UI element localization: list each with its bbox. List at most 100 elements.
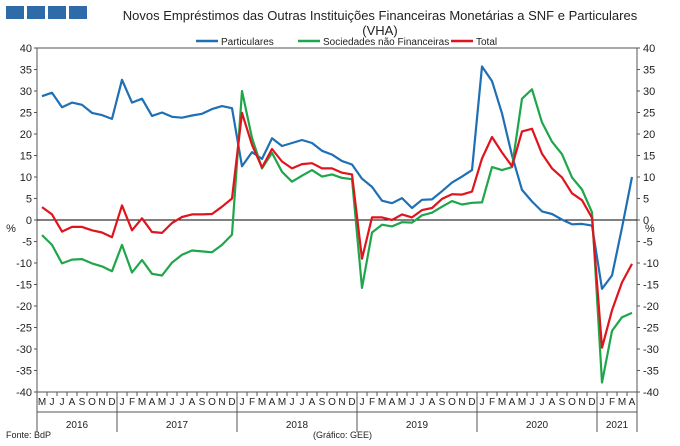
x-tick-label-month: J (170, 397, 175, 408)
y-tick-label-left: -25 (16, 323, 32, 335)
x-tick-label-month: S (199, 397, 206, 408)
x-tick-label-month: A (509, 397, 516, 408)
x-tick-label-month: M (618, 397, 626, 408)
x-tick-label-year: 2016 (66, 420, 89, 431)
x-tick-label-month: D (108, 397, 115, 408)
x-tick-label-month: A (389, 397, 396, 408)
x-tick-label-month: N (578, 397, 585, 408)
x-tick-label-month: M (158, 397, 166, 408)
x-tick-label-month: S (439, 397, 446, 408)
x-tick-label-month: A (309, 397, 316, 408)
x-tick-label-month: M (498, 397, 506, 408)
y-tick-label-left: -40 (16, 387, 32, 399)
series-line-1 (41, 65, 634, 290)
y-tick-label-right: -5 (643, 237, 653, 249)
x-tick-label-month: S (79, 397, 86, 408)
x-tick-label-month: J (180, 397, 185, 408)
x-tick-label-month: M (258, 397, 266, 408)
y-tick-label-right: 35 (643, 65, 655, 77)
x-tick-label-month: O (328, 397, 336, 408)
x-tick-label-month: J (540, 397, 545, 408)
y-tick-label-right: -30 (643, 344, 659, 356)
y-tick-label-left: -30 (16, 344, 32, 356)
bank-of-portugal-logo-icon (6, 6, 87, 19)
logo-block-2 (27, 6, 45, 19)
x-tick-label-month: F (609, 397, 615, 408)
series-line-3 (41, 111, 633, 349)
x-tick-label-month: D (348, 397, 355, 408)
x-tick-label-month: S (319, 397, 326, 408)
x-tick-label-month: D (228, 397, 235, 408)
x-tick-label-month: F (489, 397, 495, 408)
series-line-2 (41, 88, 633, 384)
y-tick-label-left: 5 (26, 194, 32, 206)
x-tick-label-month: J (410, 397, 415, 408)
x-tick-label-month: M (378, 397, 386, 408)
y-tick-label-left: 20 (20, 129, 32, 141)
y-tick-label-left: 25 (20, 108, 32, 120)
y-tick-label-right: -35 (643, 366, 659, 378)
x-tick-label-month: M (518, 397, 526, 408)
x-tick-label-year: 2019 (406, 420, 429, 431)
y-tick-label-left: -5 (22, 237, 32, 249)
y-tick-label-left: 35 (20, 65, 32, 77)
y-tick-label-right: -20 (643, 301, 659, 313)
x-tick-label-month: D (468, 397, 475, 408)
x-tick-label-month: J (530, 397, 535, 408)
x-tick-label-month: J (600, 397, 605, 408)
x-tick-label-year: 2021 (606, 420, 629, 431)
x-tick-label-month: O (448, 397, 456, 408)
x-tick-label-month: N (218, 397, 225, 408)
x-tick-label-month: A (549, 397, 556, 408)
logo-block-4 (69, 6, 87, 19)
x-tick-label-month: F (129, 397, 135, 408)
x-tick-label-month: J (300, 397, 305, 408)
x-tick-label-month: N (338, 397, 345, 408)
y-tick-label-right: 15 (643, 151, 655, 163)
y-tick-label-right: -25 (643, 323, 659, 335)
x-tick-label-month: J (240, 397, 245, 408)
x-tick-label-year: 2020 (526, 420, 549, 431)
chart-title-line1: Novos Empréstimos das Outras Instituiçõe… (122, 8, 638, 23)
y-tick-label-left: -35 (16, 366, 32, 378)
chart-title-line2: (VHA) (362, 23, 398, 38)
x-tick-label-month: M (38, 397, 46, 408)
x-tick-label-month: F (369, 397, 375, 408)
logo-block-3 (48, 6, 66, 19)
y-tick-label-right: 25 (643, 108, 655, 120)
x-tick-label-month: J (480, 397, 485, 408)
x-tick-label-month: J (50, 397, 55, 408)
x-tick-label-month: A (269, 397, 276, 408)
x-tick-label-month: A (429, 397, 436, 408)
x-tick-label-month: J (360, 397, 365, 408)
x-tick-label-month: N (458, 397, 465, 408)
x-tick-label-year: 2017 (166, 420, 189, 431)
y-tick-label-left: 40 (20, 43, 32, 55)
y-tick-label-left: 0 (26, 215, 32, 227)
x-tick-label-month: A (189, 397, 196, 408)
y-tick-label-left: 15 (20, 151, 32, 163)
legend-label-2: Sociedades não Financeiras (323, 37, 449, 48)
legend-label-3: Total (476, 37, 497, 48)
y-tick-label-right: -15 (643, 280, 659, 292)
y-tick-label-right: 10 (643, 172, 655, 184)
x-tick-label-month: F (249, 397, 255, 408)
y-tick-label-right: 20 (643, 129, 655, 141)
x-tick-label-month: N (98, 397, 105, 408)
x-tick-label-month: A (629, 397, 636, 408)
x-tick-label-month: O (88, 397, 96, 408)
logo-block-1 (6, 6, 24, 19)
chart-title: Novos Empréstimos das Outras Instituiçõe… (100, 8, 660, 38)
source-note: Fonte: BdP (6, 430, 52, 440)
x-tick-label-month: M (138, 397, 146, 408)
y-tick-label-left: -15 (16, 280, 32, 292)
y-tick-label-left: 30 (20, 86, 32, 98)
y-tick-label-left: -10 (16, 258, 32, 270)
x-tick-label-month: O (208, 397, 216, 408)
y-tick-label-left: -20 (16, 301, 32, 313)
y-tick-label-left: 10 (20, 172, 32, 184)
x-tick-label-month: J (60, 397, 65, 408)
x-tick-label-month: M (278, 397, 286, 408)
y-tick-label-right: 5 (643, 194, 649, 206)
